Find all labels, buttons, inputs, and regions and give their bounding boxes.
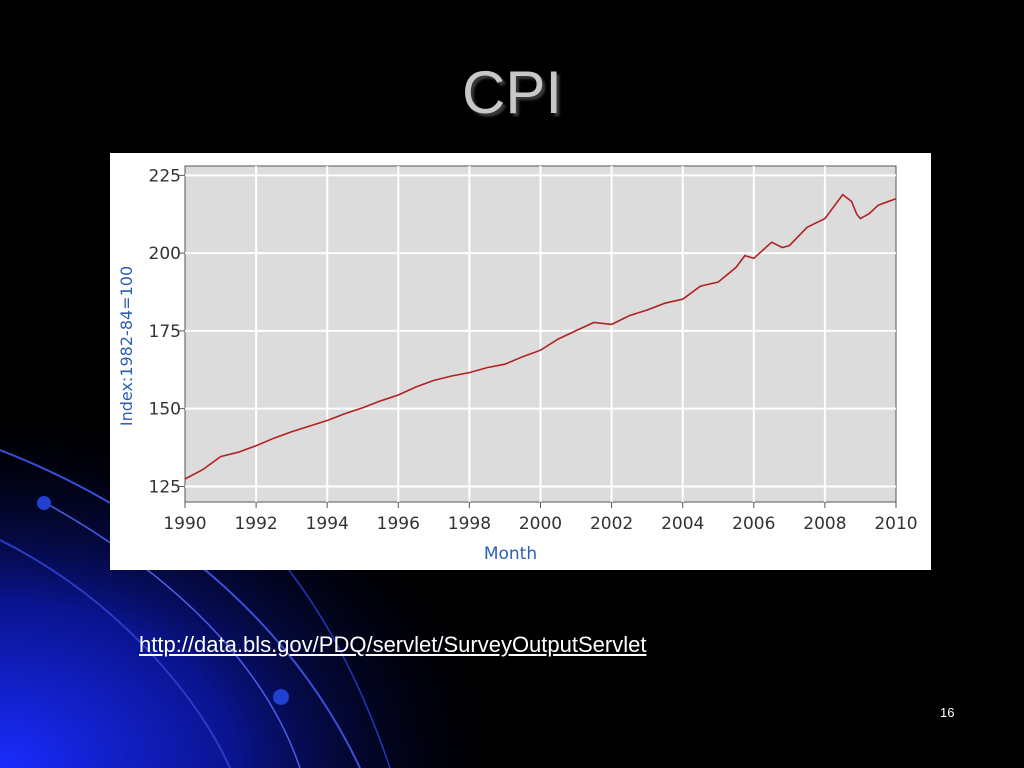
- y-axis-label: Index:1982-84=100: [117, 266, 136, 426]
- slide-title: CPI: [461, 59, 563, 126]
- y-tick-label: 225: [149, 166, 181, 186]
- source-link[interactable]: http://data.bls.gov/PDQ/servlet/SurveyOu…: [139, 632, 647, 657]
- cpi-series-line: [184, 193, 897, 480]
- x-tick-label: 1996: [377, 514, 420, 534]
- y-tick-label: 150: [149, 400, 181, 420]
- x-tick-label: 2010: [874, 514, 917, 534]
- x-tick-label: 2006: [732, 514, 775, 534]
- decor-dot: [273, 689, 289, 705]
- cpi-line-chart: 1990 1992 1994 1996 1998 2000 2002 2004 2006 2008…: [117, 165, 918, 564]
- slide-number: 16: [940, 705, 955, 720]
- x-tick-label: 1990: [163, 514, 206, 534]
- x-tick-label: 1998: [448, 514, 491, 534]
- decor-arc: [0, 539, 231, 768]
- y-tick-label: 125: [149, 477, 181, 497]
- chart-panel: 1990 1992 1994 1996 1998 2000 2002 2004 2006 2008…: [110, 153, 931, 570]
- x-tick-label: 2004: [661, 514, 704, 534]
- y-tick-label: 200: [149, 244, 181, 264]
- x-tick-label: 2008: [803, 514, 846, 534]
- x-tick-label: 1992: [234, 514, 277, 534]
- x-tick-label: 1994: [306, 514, 349, 534]
- x-tick-label: 2000: [519, 514, 562, 534]
- y-tick-label: 175: [149, 322, 181, 342]
- decor-dot: [37, 496, 51, 510]
- decor-arc: [0, 449, 361, 768]
- x-axis-label: Month: [484, 544, 537, 564]
- decor-arc: [39, 499, 301, 768]
- x-tick-label: 2002: [590, 514, 633, 534]
